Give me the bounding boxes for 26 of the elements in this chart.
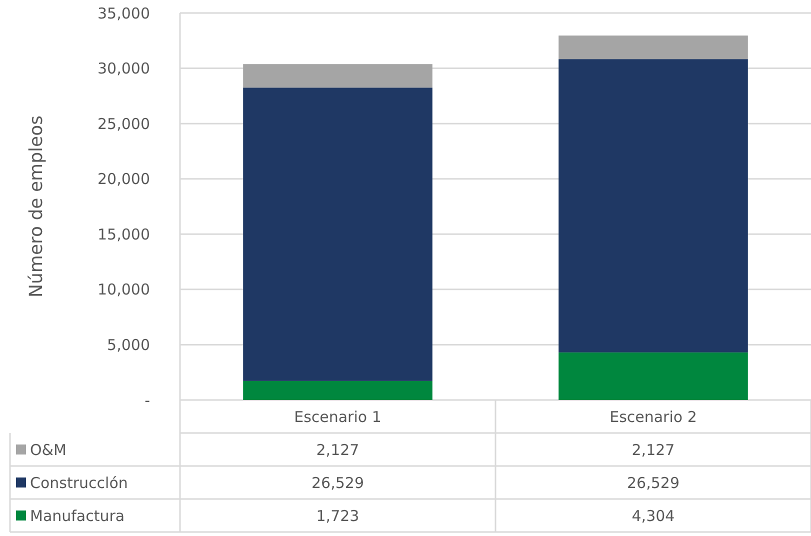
data-label: 2,127: [632, 440, 675, 459]
y-tick-label: 30,000: [98, 60, 150, 78]
legend-label: Manufactura: [30, 506, 125, 525]
data-label: 4,304: [632, 506, 675, 525]
data-label: 26,529: [312, 474, 364, 492]
y-tick-label: 15,000: [98, 225, 150, 244]
y-tick-label: 20,000: [98, 170, 150, 188]
bar: [243, 64, 432, 88]
data-label: 2,127: [316, 440, 360, 459]
bar: [243, 380, 432, 400]
y-tick-label: -: [144, 391, 150, 410]
bar: [558, 36, 748, 60]
data-label: 26,529: [627, 474, 680, 492]
y-tick-label: 5,000: [107, 336, 150, 354]
legend-label: Construcclón: [30, 474, 128, 492]
bar: [558, 352, 748, 400]
y-tick-label: 35,000: [98, 4, 150, 22]
bar: [243, 88, 432, 381]
bar: [558, 59, 748, 352]
data-label: 1,723: [316, 506, 360, 525]
y-axis-title: Número de empleos: [26, 116, 47, 298]
y-tick-label: 25,000: [98, 114, 150, 133]
legend-label: O&M: [30, 440, 66, 459]
x-tick-label: Escenario 2: [610, 408, 697, 426]
y-tick-label: 10,000: [98, 280, 150, 299]
x-tick-label: Escenario 1: [294, 408, 382, 426]
